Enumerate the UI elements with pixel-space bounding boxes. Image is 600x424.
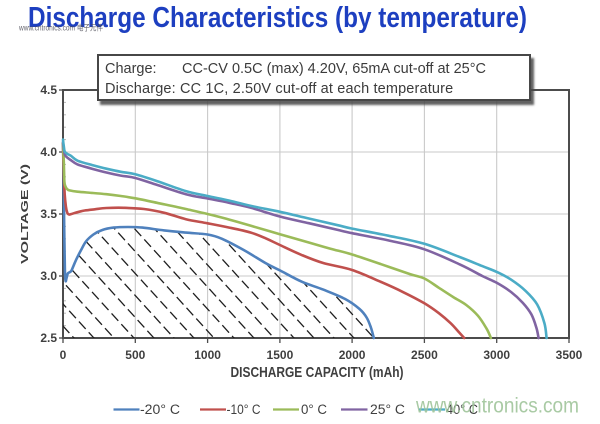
svg-text:www.cntronics.com: www.cntronics.com [415,395,579,418]
svg-text:1000: 1000 [194,348,221,362]
svg-text:Discharge Characteristics (by: Discharge Characteristics (by temperatur… [28,2,527,34]
svg-text:25° C: 25° C [370,402,405,417]
svg-text:3.0: 3.0 [40,269,57,283]
svg-text:3000: 3000 [483,348,510,362]
svg-text:2.5: 2.5 [40,331,57,345]
svg-text:-10° C: -10° C [227,402,261,417]
svg-text:0: 0 [60,348,67,362]
svg-text:DISCHARGE CAPACITY (mAh): DISCHARGE CAPACITY (mAh) [231,364,404,381]
svg-text:4.0: 4.0 [40,145,57,159]
svg-text:500: 500 [125,348,145,362]
svg-text:40° C: 40° C [446,402,478,417]
svg-text:0° C: 0° C [301,402,327,417]
svg-text:www.cntronics.com 电子元件: www.cntronics.com 电子元件 [18,23,103,33]
svg-text:3500: 3500 [556,348,583,362]
svg-text:1500: 1500 [267,348,294,362]
svg-text:2500: 2500 [411,348,438,362]
svg-text:4.5: 4.5 [40,83,57,97]
svg-text:3.5: 3.5 [40,207,57,221]
svg-text:VOLTAGE (V): VOLTAGE (V) [19,164,31,264]
svg-text:-20° C: -20° C [140,402,180,417]
svg-text:2000: 2000 [339,348,366,362]
